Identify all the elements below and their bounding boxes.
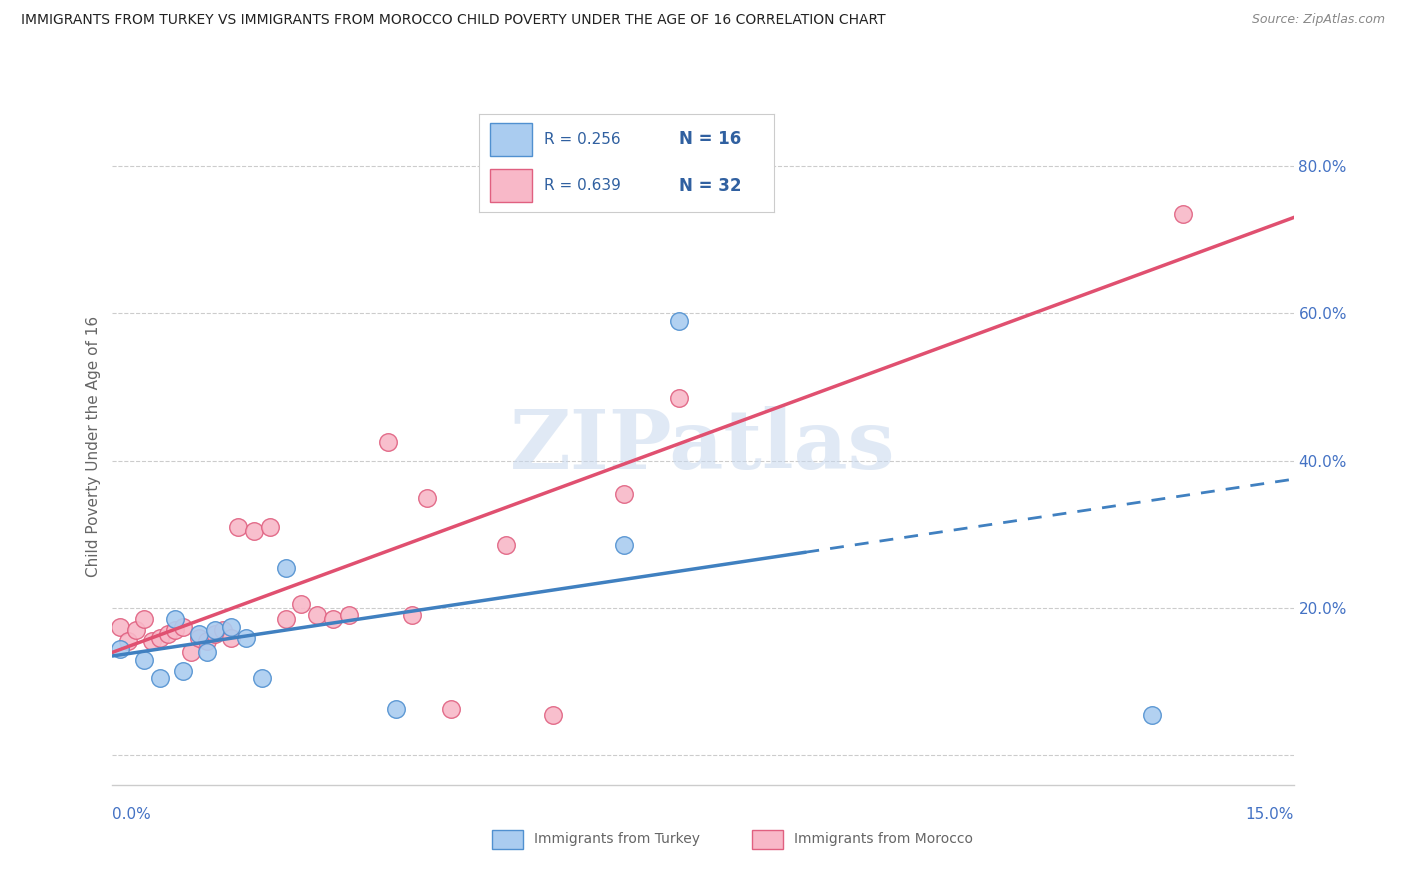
Point [110, 641, 132, 656]
Point [188, 627, 211, 641]
Point [416, 491, 439, 505]
Point [613, 487, 636, 501]
Point [290, 598, 312, 612]
Point [401, 608, 423, 623]
Text: Source: ZipAtlas.com: Source: ZipAtlas.com [1251, 13, 1385, 27]
Point [219, 631, 242, 645]
Point [668, 391, 690, 405]
Point [149, 631, 172, 645]
Point [613, 539, 636, 553]
Point [165, 612, 187, 626]
Point [132, 612, 155, 626]
Point [495, 539, 517, 553]
Text: Immigrants from Morocco: Immigrants from Morocco [794, 832, 973, 847]
Point [172, 664, 194, 678]
Point [274, 612, 297, 626]
Point [204, 624, 226, 638]
Point [337, 608, 360, 623]
Point [228, 520, 250, 534]
Point [668, 314, 690, 328]
Point [440, 702, 463, 716]
Point [250, 671, 273, 685]
Point [132, 653, 155, 667]
Point [141, 634, 163, 648]
Text: IMMIGRANTS FROM TURKEY VS IMMIGRANTS FROM MOROCCO CHILD POVERTY UNDER THE AGE OF: IMMIGRANTS FROM TURKEY VS IMMIGRANTS FRO… [21, 13, 886, 28]
Point [125, 624, 148, 638]
Text: 15.0%: 15.0% [1246, 807, 1294, 822]
Point [156, 627, 179, 641]
Point [149, 671, 172, 685]
Point [188, 631, 211, 645]
Point [180, 645, 202, 659]
Point [117, 634, 139, 648]
Point [543, 708, 565, 723]
Point [307, 608, 329, 623]
Text: ZIPatlas: ZIPatlas [510, 406, 896, 486]
Point [243, 524, 266, 538]
Point [1173, 207, 1195, 221]
Point [110, 619, 132, 633]
Point [195, 645, 218, 659]
Point [219, 619, 242, 633]
Point [204, 627, 226, 641]
Point [377, 435, 399, 450]
Point [385, 702, 408, 716]
Y-axis label: Child Poverty Under the Age of 16: Child Poverty Under the Age of 16 [86, 316, 101, 576]
Point [235, 631, 257, 645]
Point [274, 560, 297, 574]
Text: Immigrants from Turkey: Immigrants from Turkey [534, 832, 700, 847]
Text: 0.0%: 0.0% [112, 807, 152, 822]
Point [172, 619, 194, 633]
Point [322, 612, 344, 626]
Point [259, 520, 281, 534]
Point [211, 624, 233, 638]
Point [165, 624, 187, 638]
Point [1140, 708, 1163, 723]
Point [195, 634, 218, 648]
